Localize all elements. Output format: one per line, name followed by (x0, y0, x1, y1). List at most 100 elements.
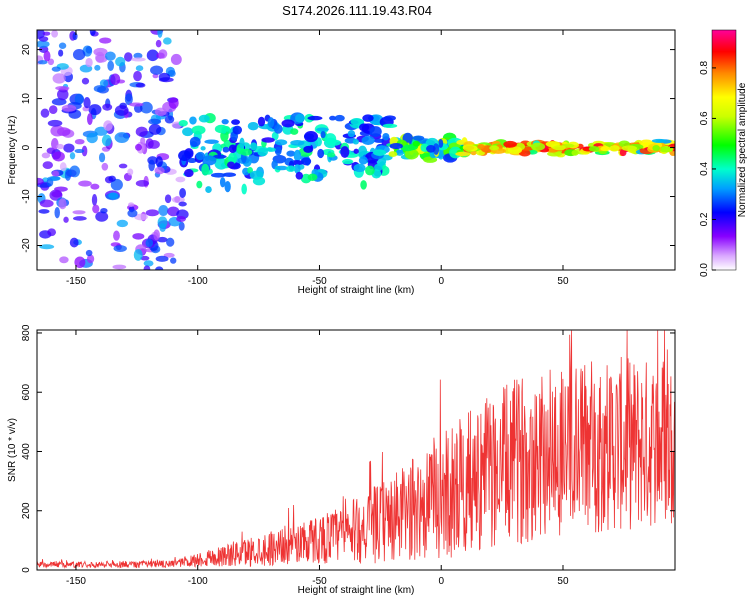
colorbar-tick-label: 0.0 (699, 263, 710, 277)
snr-background (37, 330, 675, 570)
spectrogram-cell (148, 140, 160, 149)
spectrogram-cell (143, 265, 151, 270)
spectrogram-cell (178, 201, 187, 207)
spectrogram-cell (340, 146, 350, 158)
spectrogram-cell (227, 152, 238, 165)
spectrogram-cell (148, 123, 162, 135)
spectrogram-cell (69, 152, 76, 160)
spectrogram-cell (609, 145, 620, 152)
spectrogram-cell (124, 52, 133, 62)
spectrogram-cell (388, 151, 398, 158)
spectrogram-cell (228, 144, 237, 153)
spectrogram-cell (116, 219, 129, 228)
spectrogram-cell (85, 249, 93, 257)
spectrogram-cell (184, 168, 194, 178)
y-tick-label: -10 (21, 189, 32, 204)
spectrogram-cell (99, 37, 112, 44)
spectrogram-cell (43, 50, 51, 62)
spectrogram-cell (47, 119, 63, 127)
spectrogram-cells (37, 30, 675, 270)
spectrogram-cell (74, 138, 85, 145)
spectrogram-cell (37, 177, 44, 185)
spectrogram-cell (115, 56, 126, 67)
spectrogram-cell (271, 131, 279, 141)
spectrogram-cell (98, 152, 106, 163)
colorbar-tick-label: 0.4 (699, 162, 710, 176)
spectrogram-cell (110, 73, 121, 86)
spectrogram-cell (113, 245, 127, 252)
spectrogram-cell (273, 124, 283, 134)
spectrogram-cell (249, 142, 258, 151)
spectrogram-cell (72, 32, 78, 41)
spectrogram-cell (72, 216, 87, 221)
spectrogram-cell (189, 116, 197, 125)
spectrogram-cell (200, 146, 206, 151)
spectrogram-cell (274, 146, 282, 156)
spectrogram-cell (455, 151, 471, 157)
spectrogram-cell (69, 237, 79, 248)
spectrogram-cell (652, 145, 660, 152)
spectrogram-cell (175, 176, 186, 183)
spectrogram-cell (227, 161, 235, 169)
spectrogram-cell (588, 145, 600, 152)
spectrogram-cell (155, 255, 169, 262)
spectrogram-cell (154, 107, 167, 117)
colorbar-label: Normalized spectral amplitude (737, 82, 748, 217)
spectrogram-cell (178, 150, 191, 162)
spectrogram-cell (135, 126, 148, 137)
spectrogram-cell (55, 86, 70, 91)
spectrogram-cell (168, 97, 179, 109)
spectrogram-cell (57, 88, 69, 101)
spectrogram-cell (178, 119, 188, 127)
x-tick-label: -150 (66, 276, 86, 287)
spectrogram-cell (191, 125, 206, 135)
spectrogram-cell (231, 119, 240, 125)
spectrogram-cell (189, 136, 201, 147)
spectrogram-cell (74, 148, 85, 154)
snr-x-ticks: -150 -100 -50 0 50 (66, 330, 569, 587)
spectrogram-cell (383, 115, 396, 121)
y-tick-label: 0 (21, 567, 32, 573)
snr-x-label: Height of straight line (km) (298, 585, 415, 596)
spectrogram-cell (135, 179, 150, 187)
spectrogram-cell (382, 132, 390, 141)
spectrogram-cell (170, 257, 177, 264)
y-tick-label: -20 (21, 238, 32, 253)
spectrogram-cell (46, 176, 61, 182)
x-tick-label: 0 (438, 276, 444, 287)
y-tick-label: 400 (21, 443, 32, 460)
spectrogram-cell (61, 104, 77, 112)
spectrogram-cell (503, 140, 517, 148)
spectrogram-cell (114, 105, 129, 116)
spectrogram-cell (54, 206, 60, 219)
snr-y-ticks: 0 200 400 600 800 (21, 324, 675, 573)
spectrogram-cell (127, 209, 138, 218)
spectrogram-cell (108, 175, 116, 182)
spectrogram-cell (51, 66, 61, 72)
spectrogram-cell (127, 168, 134, 176)
spectrogram-cell (358, 156, 368, 165)
spectrogram-cell (135, 82, 146, 88)
spectrogram-cell (86, 132, 98, 144)
spectrogram-cell (214, 124, 228, 134)
spectrogram-cell (47, 58, 55, 66)
spectrogram-cell (112, 264, 127, 270)
spectrogram-cell (40, 108, 50, 118)
spectrogram-cell (164, 115, 175, 124)
spectrogram-cell (293, 149, 302, 162)
spectrogram-cell (201, 163, 210, 176)
colorbar-tick-label: 0.8 (699, 61, 710, 75)
spectrogram-cell (158, 49, 168, 59)
spectrogram-cell (373, 138, 385, 143)
spectrogram-cell (247, 121, 259, 131)
spectrogram-cell (317, 148, 325, 159)
spectrogram-cell (412, 140, 421, 147)
spectrogram-cell (101, 134, 112, 147)
spectrogram-cell (74, 93, 84, 105)
colorbar-ticks: 0.0 0.2 0.4 0.6 0.8 (699, 61, 716, 277)
spectrogram-x-ticks: -150 -100 -50 0 50 (66, 30, 569, 287)
spectrogram-cell (274, 165, 289, 171)
spectrogram-cell (658, 146, 674, 153)
